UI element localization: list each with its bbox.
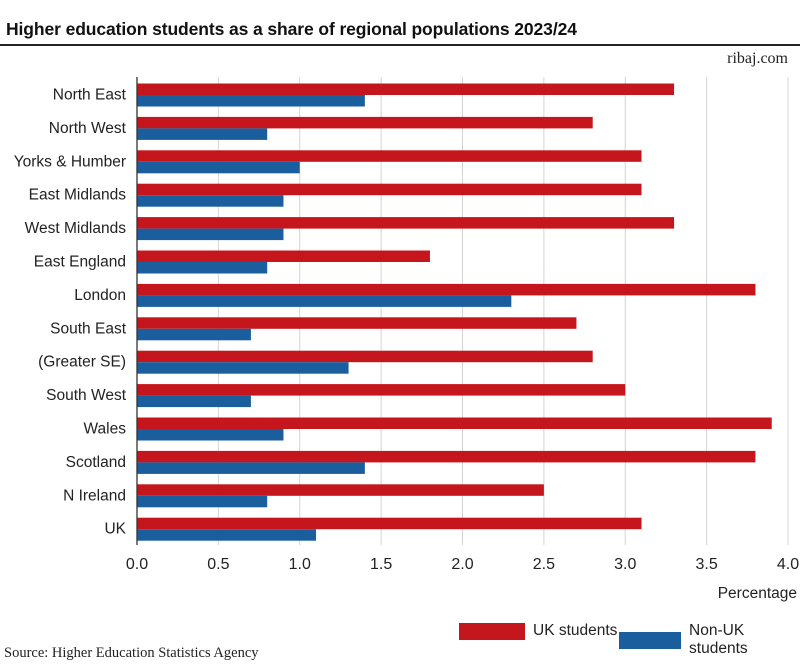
category-label: North West (49, 120, 127, 137)
bar-uk (137, 484, 544, 496)
bar-uk (137, 250, 430, 262)
bar-nonuk (137, 95, 365, 107)
source-note: Source: Higher Education Statistics Agen… (4, 645, 259, 661)
legend-uk-label: UK students (533, 622, 618, 639)
category-label: N Ireland (63, 487, 126, 504)
x-tick-label: 1.0 (289, 556, 311, 573)
bar-nonuk (137, 161, 300, 174)
category-label: West Midlands (25, 220, 127, 237)
x-tick-label: 2.5 (533, 556, 555, 573)
bar-uk (137, 116, 593, 129)
bar-nonuk (137, 262, 268, 274)
legend-uk: UK students (459, 622, 617, 640)
bar-uk (137, 384, 626, 396)
x-tick-label: 0.0 (126, 556, 148, 573)
bar-uk (137, 217, 675, 229)
bar-uk (137, 150, 642, 162)
bar-uk (137, 183, 642, 196)
category-label: London (74, 287, 126, 304)
category-label: East England (34, 254, 126, 271)
legend-uk-swatch (459, 622, 525, 640)
bar-nonuk (137, 195, 284, 207)
bar-nonuk (137, 462, 365, 474)
legend-nonuk-swatch (619, 631, 682, 649)
bar-nonuk (137, 128, 268, 140)
category-label: Scotland (66, 454, 126, 471)
bar-uk (137, 317, 577, 329)
chart-title: Higher education students as a share of … (6, 19, 577, 39)
category-label: Wales (84, 421, 127, 438)
bar-nonuk (137, 228, 284, 241)
bar-uk (137, 83, 675, 95)
x-tick-label: 1.5 (370, 556, 392, 573)
category-label: South West (46, 387, 127, 404)
bar-nonuk (137, 395, 251, 408)
x-tick-label: 3.0 (614, 556, 636, 573)
x-tick-label: 0.5 (207, 556, 229, 573)
bar-uk (137, 450, 756, 463)
bar-uk (137, 283, 756, 296)
bar-uk (137, 350, 593, 363)
bar-nonuk (137, 328, 251, 341)
category-label: East Midlands (29, 187, 127, 204)
bar-nonuk (137, 529, 317, 541)
bar-nonuk (137, 362, 349, 374)
x-tick-label: 3.5 (696, 556, 718, 573)
category-label: South East (50, 320, 127, 337)
bar-nonuk (137, 495, 268, 508)
legend-nonuk-label: Non-UK students (689, 622, 748, 657)
category-label: (Greater SE) (38, 354, 126, 371)
legend-nonuk: Non-UK students (619, 622, 800, 658)
category-label: Yorks & Humber (14, 153, 126, 170)
bar-nonuk (137, 295, 512, 307)
category-label: North East (53, 87, 127, 104)
x-axis-label: Percentage (718, 585, 797, 602)
bar-uk (137, 417, 772, 429)
bar-nonuk (137, 429, 284, 441)
title-rule (0, 44, 800, 46)
category-label: UK (104, 521, 126, 538)
bar-chart: North East North West Yorks & Humber East M… (14, 77, 799, 602)
x-tick-label: 2.0 (451, 556, 473, 573)
bar-uk (137, 517, 642, 530)
credit-text: ribaj.com (727, 50, 788, 67)
x-tick-label: 4.0 (777, 556, 799, 573)
